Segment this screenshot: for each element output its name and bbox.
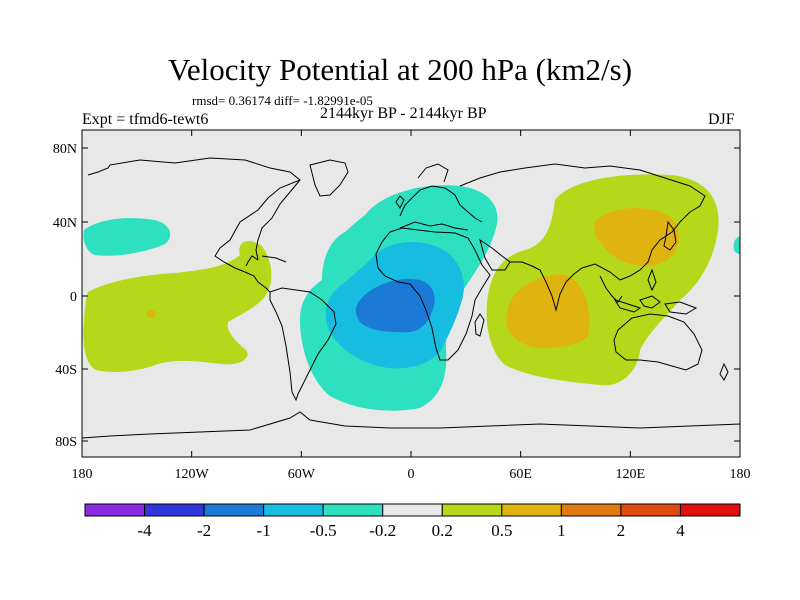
lat-tick-label: 40S [55,363,77,378]
lon-tick-label: 0 [408,467,415,482]
coast-arabia [479,238,511,271]
lon-tick-label: 60E [509,467,532,482]
coast-africa [375,227,491,361]
coast-new-guinea [664,301,698,315]
coast-north-america [109,157,301,293]
colorbar-swatch [441,503,503,517]
coast-madagascar [474,313,485,337]
coast-philippines [647,268,657,292]
lon-tick-label: 60W [288,467,316,482]
contour-fill-layer [83,174,740,411]
colorbar-swatch [382,503,443,517]
contour-core-east-asia [593,208,680,266]
colorbar-swatch [203,503,265,517]
colorbar-swatch [560,503,622,517]
colorbar-swatch [144,503,205,517]
coast-scandinavia [417,163,449,183]
colorbar-label: 2 [617,521,626,540]
coast-australia [613,313,703,371]
contour-negative-core [355,279,435,333]
experiment-label: Expt = tfmd6-tewt6 [82,111,209,128]
coast-alaska [87,164,111,176]
coast-asia-east [619,211,691,281]
season-label: DJF [708,111,735,128]
coast-new-zealand [719,362,729,381]
colorbar-label: 0.5 [491,521,512,540]
colorbar-swatch [322,503,384,517]
colorbar: -4 -2 -1 -0.5 -0.2 0.2 0.5 1 2 4 [84,503,741,540]
colorbar-swatch [620,503,681,517]
coast-caribbean [261,255,287,263]
colorbar-label: -4 [137,521,152,540]
coast-gulf-of-mexico [245,255,259,267]
colorbar-label: 4 [676,521,685,540]
lat-tick-label: 80S [55,435,77,450]
period-label: 2144kyr BP - 2144kyr BP [320,105,487,122]
coast-uk [395,195,405,209]
diff-label: diff= [274,93,300,108]
colorbar-swatch [501,503,562,517]
rmsd-label: rmsd= [192,93,226,108]
latitude-axis: 80N 40N 0 40S 80S [53,142,740,450]
colorbar-label: -0.2 [369,521,396,540]
colorbar-label: 0.2 [432,521,453,540]
coast-indonesia-2 [639,295,661,309]
lon-tick-label: 120W [175,467,210,482]
diff-value: -1.82991e-05 [303,93,373,108]
coast-antarctica [82,411,740,439]
coast-greenland [309,159,349,197]
longitude-axis: 180 120W 60W 0 60E 120E 180 [72,130,751,482]
coast-japan [663,220,677,251]
colorbar-swatch [679,503,741,517]
coast-india [510,261,621,312]
contour-positive-pacific [83,240,272,372]
colorbar-swatch [263,503,324,517]
colorbar-label: -0.5 [310,521,337,540]
coast-europe [399,185,483,223]
colorbar-label: 1 [557,521,566,540]
contour-negative-dateline [733,236,740,254]
coast-southeast-asia [599,275,623,303]
colorbar-swatch [84,503,146,517]
lon-tick-label: 180 [730,467,751,482]
lat-tick-label: 0 [70,290,77,305]
coast-mediterranean [399,221,469,231]
coast-asia-north [459,163,706,213]
rmsd-value: 0.36174 [228,93,271,108]
colorbar-label: -1 [257,521,271,540]
contour-core-indian-ocean [506,274,590,348]
lat-tick-label: 40N [53,216,77,231]
contour-negative-north-pacific [83,218,171,256]
lon-tick-label: 120E [616,467,646,482]
chart-title: Velocity Potential at 200 hPa (km2/s) [167,52,633,87]
contour-positive-pacific-center [147,310,156,318]
colorbar-label: -2 [197,521,211,540]
coast-north-america-east [255,179,301,261]
coast-south-america [269,287,337,402]
rmsd-diff-stats: rmsd= 0.36174 diff= -1.82991e-05 [192,93,373,109]
lon-tick-label: 180 [72,467,93,482]
coastline-layer [82,157,740,439]
lat-tick-label: 80N [53,142,77,157]
coast-indonesia-1 [613,299,642,313]
